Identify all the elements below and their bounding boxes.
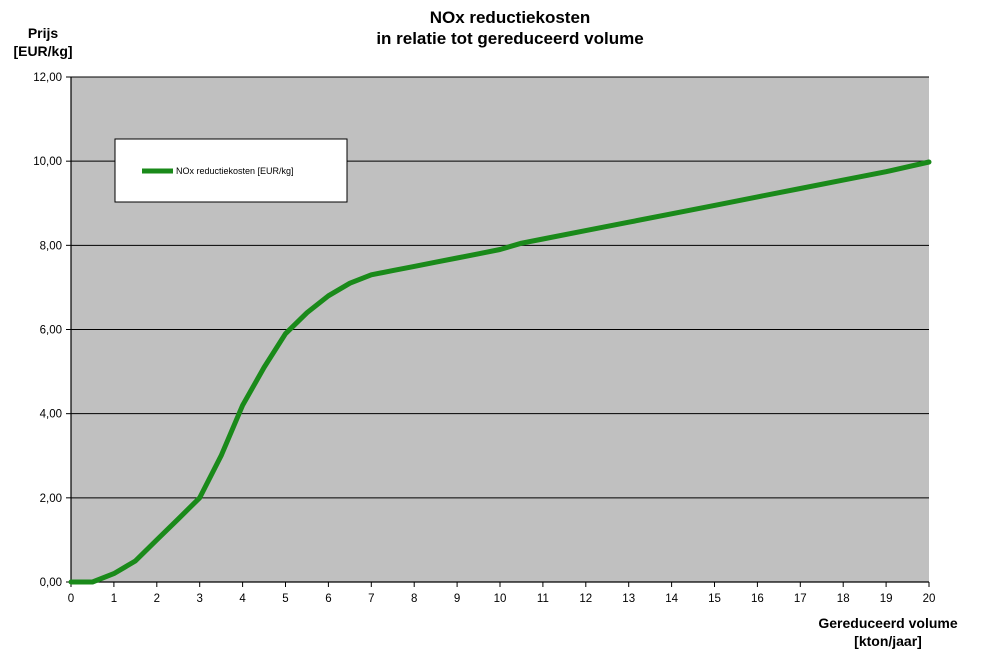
legend: NOx reductiekosten [EUR/kg] [115, 139, 347, 202]
x-tick-label: 9 [454, 593, 460, 605]
y-tick-label: 2,00 [40, 493, 62, 505]
x-axis-title-line-2: [kton/jaar] [854, 633, 922, 649]
x-tick-label: 8 [411, 593, 417, 605]
x-tick-label: 4 [239, 593, 246, 605]
y-tick-label: 12,00 [33, 72, 62, 84]
x-tick-label: 11 [537, 593, 549, 605]
y-tick-label: 6,00 [40, 325, 62, 337]
x-tick-label: 17 [794, 593, 807, 605]
legend-label: NOx reductiekosten [EUR/kg] [176, 166, 294, 176]
y-tick-label: 4,00 [40, 409, 62, 421]
x-tick-label: 18 [837, 593, 850, 605]
x-tick-label: 13 [622, 593, 635, 605]
x-tick-label: 2 [154, 593, 160, 605]
x-axis-title-line-1: Gereduceerd volume [818, 615, 957, 631]
x-tick-label: 15 [708, 593, 721, 605]
x-tick-label: 10 [494, 593, 507, 605]
x-tick-label: 1 [111, 593, 117, 605]
x-tick-label: 20 [923, 593, 936, 605]
x-tick-label: 7 [368, 593, 374, 605]
x-tick-label: 12 [579, 593, 592, 605]
x-tick-label: 14 [665, 593, 678, 605]
x-tick-label: 0 [68, 593, 74, 605]
y-tick-label: 8,00 [40, 240, 62, 252]
y-axis-title-line-2: [EUR/kg] [13, 43, 72, 59]
y-tick-label: 10,00 [33, 156, 62, 168]
x-tick-label: 6 [325, 593, 331, 605]
y-tick-label: 0,00 [40, 577, 62, 589]
chart-title-line-1: NOx reductiekosten [430, 8, 591, 27]
x-tick-label: 19 [880, 593, 893, 605]
x-tick-label: 16 [751, 593, 764, 605]
chart-title-line-2: in relatie tot gereduceerd volume [376, 29, 643, 48]
x-tick-label: 3 [196, 593, 202, 605]
y-axis-title-line-1: Prijs [28, 25, 59, 41]
x-tick-label: 5 [282, 593, 288, 605]
